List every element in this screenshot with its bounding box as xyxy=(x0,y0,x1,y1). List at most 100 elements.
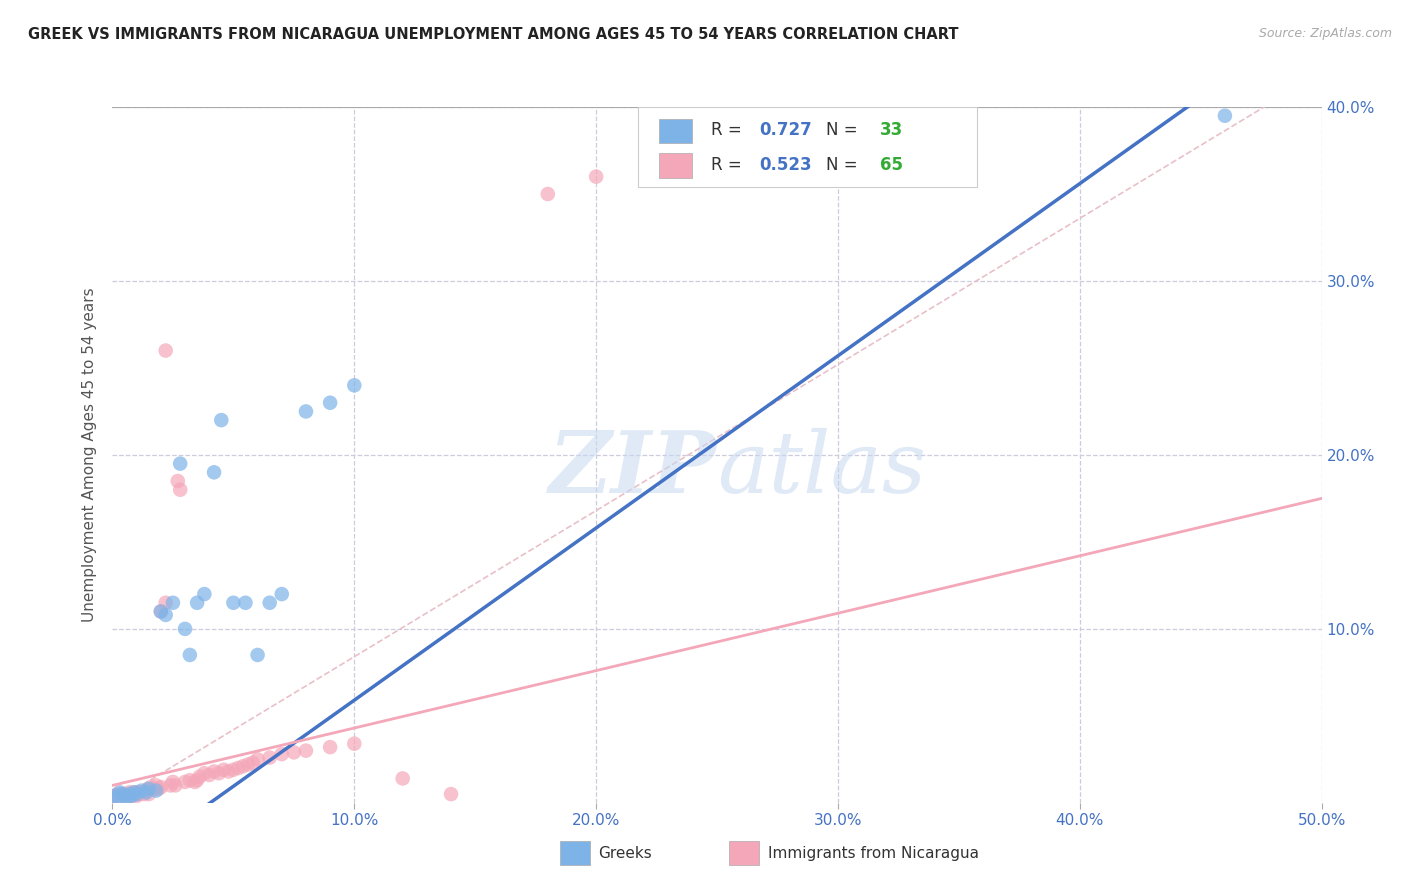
Point xyxy=(246,752,269,766)
Point xyxy=(125,785,148,799)
Point xyxy=(111,789,134,803)
Text: atlas: atlas xyxy=(717,427,927,510)
Point xyxy=(149,605,172,619)
Point xyxy=(188,770,211,784)
Point xyxy=(115,789,138,803)
Point xyxy=(218,764,240,779)
Point xyxy=(104,790,127,805)
Point xyxy=(179,773,201,788)
Bar xyxy=(659,153,692,178)
Point xyxy=(115,790,138,805)
Point xyxy=(174,622,197,636)
Text: 0.523: 0.523 xyxy=(759,156,813,174)
Point xyxy=(208,766,231,780)
Point xyxy=(235,596,257,610)
Point xyxy=(138,787,160,801)
Point xyxy=(232,759,254,773)
Point xyxy=(118,787,141,801)
Text: R =: R = xyxy=(711,156,747,174)
Point xyxy=(202,466,225,480)
Text: 0.727: 0.727 xyxy=(759,121,813,139)
Point xyxy=(259,596,281,610)
Point xyxy=(222,763,245,777)
Point xyxy=(193,766,215,780)
Point xyxy=(131,783,153,797)
Point xyxy=(166,474,188,488)
Point xyxy=(125,789,148,803)
Point xyxy=(121,789,143,803)
Text: R =: R = xyxy=(711,121,747,139)
Point xyxy=(283,745,305,759)
Point xyxy=(111,787,134,801)
Point xyxy=(209,413,232,427)
Point xyxy=(125,787,148,801)
Point xyxy=(122,785,145,799)
Point xyxy=(105,787,128,801)
Point xyxy=(118,785,141,799)
Point xyxy=(108,785,131,799)
Point xyxy=(104,789,127,803)
Point xyxy=(259,750,281,764)
Point xyxy=(105,790,128,805)
Point xyxy=(145,778,167,792)
Point xyxy=(138,781,160,796)
Point xyxy=(114,789,136,803)
Point xyxy=(179,648,201,662)
Point xyxy=(155,607,177,622)
Point xyxy=(162,596,184,610)
Text: N =: N = xyxy=(825,121,863,139)
Point xyxy=(319,740,342,755)
Point xyxy=(440,787,463,801)
Point xyxy=(391,772,413,786)
Point xyxy=(1213,109,1236,123)
Point xyxy=(242,756,264,770)
Point xyxy=(169,483,191,497)
Point xyxy=(105,789,128,803)
Point xyxy=(319,396,342,410)
Point xyxy=(270,747,292,761)
Point xyxy=(128,787,150,801)
Text: GREEK VS IMMIGRANTS FROM NICARAGUA UNEMPLOYMENT AMONG AGES 45 TO 54 YEARS CORREL: GREEK VS IMMIGRANTS FROM NICARAGUA UNEMP… xyxy=(28,27,959,42)
Point xyxy=(169,457,191,471)
Point xyxy=(111,787,134,801)
Point xyxy=(122,785,145,799)
Point xyxy=(174,775,197,789)
Point xyxy=(118,789,141,803)
Point xyxy=(186,596,208,610)
Bar xyxy=(659,119,692,144)
Point xyxy=(114,790,136,805)
Point xyxy=(145,783,167,797)
Point xyxy=(343,378,366,392)
Point xyxy=(108,789,131,803)
Point xyxy=(114,787,136,801)
Point xyxy=(295,404,318,418)
Text: 33: 33 xyxy=(880,121,904,139)
Point xyxy=(186,773,208,788)
Point xyxy=(131,785,153,799)
Point xyxy=(104,789,127,803)
Point xyxy=(155,596,177,610)
Point xyxy=(246,648,269,662)
Point xyxy=(537,187,560,202)
Point xyxy=(198,768,221,782)
Point xyxy=(343,737,366,751)
Point xyxy=(236,757,259,772)
Y-axis label: Unemployment Among Ages 45 to 54 years: Unemployment Among Ages 45 to 54 years xyxy=(82,287,97,623)
Point xyxy=(159,778,181,792)
Point xyxy=(141,780,163,794)
Point xyxy=(149,605,172,619)
Bar xyxy=(730,841,759,865)
Text: Greeks: Greeks xyxy=(599,847,652,861)
Text: Immigrants from Nicaragua: Immigrants from Nicaragua xyxy=(768,847,979,861)
Point xyxy=(121,787,143,801)
Point xyxy=(135,783,157,797)
Point xyxy=(226,761,249,775)
Point xyxy=(585,169,607,184)
Point xyxy=(121,789,143,803)
FancyBboxPatch shape xyxy=(638,107,977,187)
Point xyxy=(193,587,215,601)
Bar xyxy=(560,841,591,865)
Point xyxy=(115,787,138,801)
Text: ZIP: ZIP xyxy=(550,427,717,510)
Point xyxy=(149,780,172,794)
